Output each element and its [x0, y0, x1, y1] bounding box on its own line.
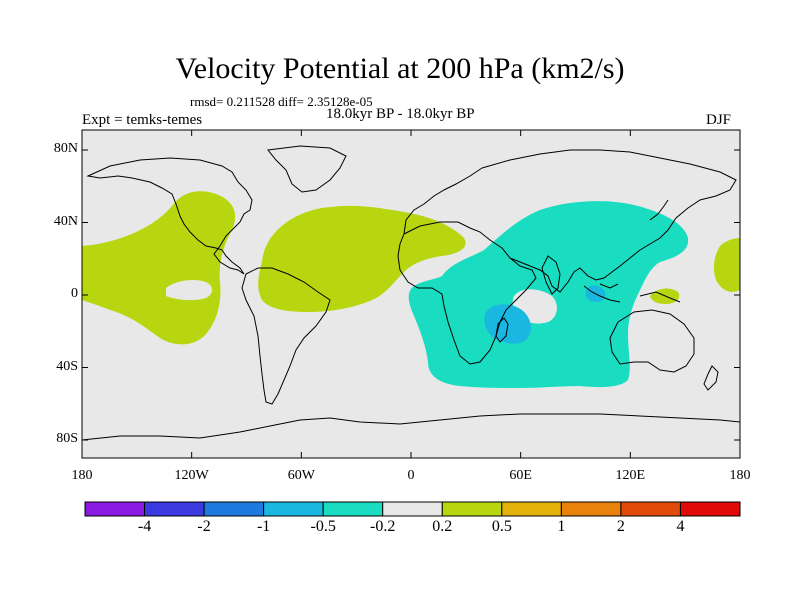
colorbar-box [679, 501, 741, 517]
latitude-label: 0 [71, 286, 78, 301]
colorbar-box [203, 501, 265, 517]
colorbar-box [382, 501, 443, 517]
colorbar-box [441, 501, 503, 517]
longitude-label: 180 [729, 468, 751, 483]
colorbar-box [144, 501, 205, 517]
latitude-label: 80N [53, 141, 78, 156]
colorbar-box [560, 501, 622, 517]
atlantic-positive-region [258, 205, 466, 312]
asia-coast [481, 149, 737, 293]
colorbar-box [322, 501, 384, 517]
colorbar-label: 2 [616, 518, 625, 535]
coastlines [82, 145, 740, 441]
longitude-label: 60E [509, 468, 532, 483]
longitude-label: 180 [71, 468, 93, 483]
north-america-coast [86, 157, 253, 275]
positive-anomaly-regions [82, 191, 740, 345]
colorbar-label: -4 [137, 518, 152, 535]
longitude-label: 60W [287, 468, 315, 483]
colorbar-label: -2 [197, 518, 211, 535]
colorbar-box [620, 501, 681, 517]
colorbar-label: 4 [676, 518, 685, 535]
longitude-label: 0 [407, 468, 415, 483]
latitude-label: 80S [56, 431, 78, 446]
colorbar-label: 0.2 [432, 518, 453, 535]
colorbar-label: -1 [256, 518, 271, 535]
colorbar-label: -0.5 [310, 518, 336, 535]
colorbar-label: -0.2 [370, 518, 396, 535]
colorbar-box [84, 501, 146, 517]
indian-ocean-negative-region [408, 201, 689, 388]
japan-coast [649, 199, 669, 221]
rmsd-diff-stats: rmsd= 0.211528 diff= 2.35128e-05 [190, 94, 373, 109]
colorbar [84, 501, 741, 517]
longitude-label: 120E [615, 468, 646, 483]
colorbar-label: 1 [557, 518, 566, 535]
maritime-continent-coast [583, 283, 681, 303]
latitude-label: 40S [56, 358, 78, 374]
south-america-coast [241, 267, 331, 405]
plot-title: Velocity Potential at 200 hPa (km2/s) [175, 52, 625, 85]
pacific-positive-region [82, 191, 236, 345]
latitude-ticks [82, 149, 740, 441]
new-zealand-coast [703, 365, 719, 391]
colorbar-box [501, 501, 562, 517]
longitude-ticks [81, 130, 741, 458]
madagascar-coast [495, 317, 509, 343]
latitude-label: 40N [53, 213, 78, 229]
season-label: DJF [706, 112, 732, 128]
europe-africa-coast [397, 167, 537, 365]
india-coast [541, 255, 561, 295]
australia-coast [609, 309, 695, 373]
greenland-coast [267, 145, 347, 193]
antarctica-coast [82, 413, 740, 441]
dateline-positive-region [713, 238, 740, 292]
experiment-label: Expt = temks-temes [82, 112, 203, 128]
period-label: 18.0kyr BP - 18.0kyr BP [326, 106, 475, 122]
longitude-label: 120W [174, 468, 209, 483]
colorbar-label: 0.5 [491, 518, 512, 535]
colorbar-box [263, 501, 324, 517]
